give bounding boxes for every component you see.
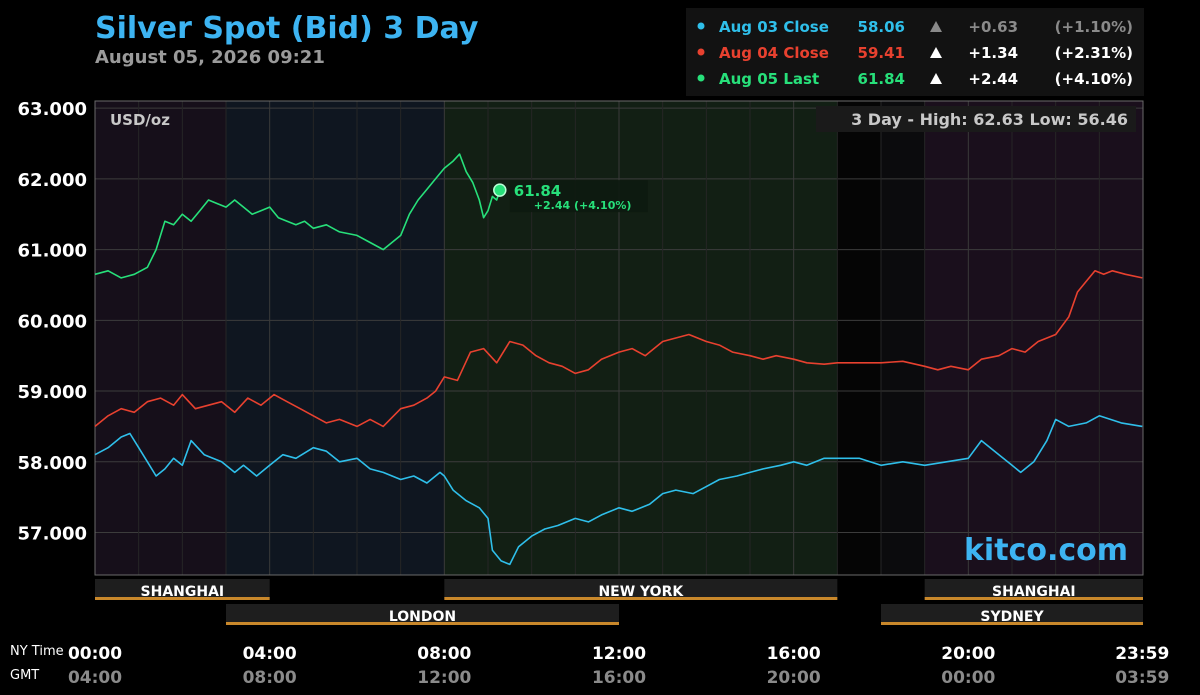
- x-tick-gmt-0: 04:00: [68, 668, 122, 688]
- watermark: kitco.com: [964, 533, 1128, 568]
- x-tick-ny-4: 16:00: [767, 644, 821, 664]
- gmt-row-label: GMT: [10, 668, 39, 683]
- x-tick-ny-6: 23:59: [1115, 644, 1169, 664]
- session-underline-0: [95, 597, 270, 600]
- legend: Aug 03 Close 58.06 +0.63 (+1.10%) Aug 04 Clo…: [697, 18, 1133, 88]
- legend-change-1: +1.34: [968, 44, 1018, 62]
- legend-close-2: 61.84: [858, 70, 905, 88]
- legend-marker-1: [697, 48, 705, 56]
- x-tick-ny-5: 20:00: [941, 644, 995, 664]
- session-bar-4: [881, 604, 1143, 623]
- session-bar-1: [444, 579, 838, 598]
- callout-change: +2.44 (+4.10%): [534, 199, 632, 212]
- last-price-callout: 61.84+2.44 (+4.10%): [493, 180, 648, 213]
- trading-sessions: SHANGHAI NEW YORK SHANGHAI LONDON SYDNEY: [95, 579, 1143, 625]
- session-underline-4: [881, 622, 1143, 625]
- series-line-1: [94, 269, 1143, 428]
- session-label-0: SHANGHAI: [141, 584, 225, 600]
- legend-percent-0: (+1.10%): [1055, 18, 1133, 36]
- legend-box: [686, 8, 1144, 96]
- y-tick-label-0: 63.000: [18, 99, 87, 120]
- legend-percent-1: (+2.31%): [1055, 44, 1133, 62]
- background-band-2: [444, 101, 838, 575]
- background-band-3: [837, 101, 881, 575]
- x-tick-gmt-1: 08:00: [243, 668, 297, 688]
- background-band-4: [881, 101, 925, 575]
- chart-title: Silver Spot (Bid) 3 Day: [95, 11, 479, 46]
- x-tick-ny-3: 12:00: [592, 644, 646, 664]
- series-line-0: [94, 414, 1143, 566]
- grid: [95, 101, 1143, 575]
- legend-up-arrow-2: [930, 73, 942, 84]
- x-tick-gmt-5: 00:00: [941, 668, 995, 688]
- session-label-3: LONDON: [389, 609, 456, 625]
- legend-percent-2: (+4.10%): [1055, 70, 1133, 88]
- legend-up-arrow-0: [930, 21, 942, 32]
- plot-frame: [94, 100, 1144, 576]
- y-tick-label-6: 57.000: [18, 524, 87, 545]
- x-tick-gmt-6: 03:59: [1115, 668, 1169, 688]
- unit-label: USD/oz: [110, 111, 170, 129]
- session-bar-3: [226, 604, 619, 623]
- y-tick-label-2: 61.000: [18, 241, 87, 262]
- y-tick-label-4: 59.000: [18, 382, 87, 403]
- background-band-0: [95, 101, 226, 575]
- legend-name-0: Aug 03 Close: [719, 18, 829, 36]
- x-tick-ny-1: 04:00: [243, 644, 297, 664]
- y-axis-ticks: 63.000 62.000 61.000 60.000 59.000 58.000 57.0…: [18, 99, 87, 544]
- legend-close-0: 58.06: [858, 18, 905, 36]
- high-low-box: [816, 106, 1136, 132]
- session-underline-3: [226, 622, 619, 625]
- legend-name-1: Aug 04 Close: [719, 44, 829, 62]
- background-band-1: [226, 101, 445, 575]
- legend-change-0: +0.63: [968, 18, 1018, 36]
- callout-box: [509, 180, 648, 213]
- y-tick-label-1: 62.000: [18, 170, 87, 191]
- x-tick-gmt-2: 12:00: [417, 668, 471, 688]
- x-axis-ticks: 00:00 04:00 04:00 08:00 08:00 12:00 12:00 16:00…: [68, 644, 1169, 688]
- session-label-2: SHANGHAI: [992, 584, 1076, 600]
- y-tick-label-3: 60.000: [18, 311, 87, 332]
- series-line-2: [94, 153, 501, 279]
- session-bar-0: [95, 579, 270, 598]
- legend-change-2: +2.44: [968, 70, 1018, 88]
- session-underline-1: [444, 597, 838, 600]
- session-label-1: NEW YORK: [598, 584, 684, 600]
- background-band-5: [924, 101, 1143, 575]
- ny-time-row-label: NY Time: [10, 644, 64, 659]
- session-backgrounds: [95, 101, 1143, 575]
- legend-name-2: Aug 05 Last: [719, 70, 819, 88]
- high-low-label: 3 Day - High: 62.63 Low: 56.46: [851, 110, 1128, 129]
- x-tick-ny-2: 08:00: [417, 644, 471, 664]
- series-lines: [94, 153, 1143, 566]
- legend-close-1: 59.41: [858, 44, 905, 62]
- legend-marker-2: [697, 74, 705, 82]
- x-tick-gmt-3: 16:00: [592, 668, 646, 688]
- session-label-4: SYDNEY: [980, 609, 1044, 625]
- legend-marker-0: [697, 22, 705, 30]
- chart-subtitle: August 05, 2026 09:21: [95, 47, 325, 68]
- legend-up-arrow-1: [930, 47, 942, 58]
- last-point-marker: [493, 183, 507, 197]
- session-bar-2: [924, 579, 1143, 598]
- y-tick-label-5: 58.000: [18, 453, 87, 474]
- x-tick-gmt-4: 20:00: [767, 668, 821, 688]
- callout-value: 61.84: [514, 182, 561, 200]
- x-tick-ny-0: 00:00: [68, 644, 122, 664]
- session-underline-2: [924, 597, 1143, 600]
